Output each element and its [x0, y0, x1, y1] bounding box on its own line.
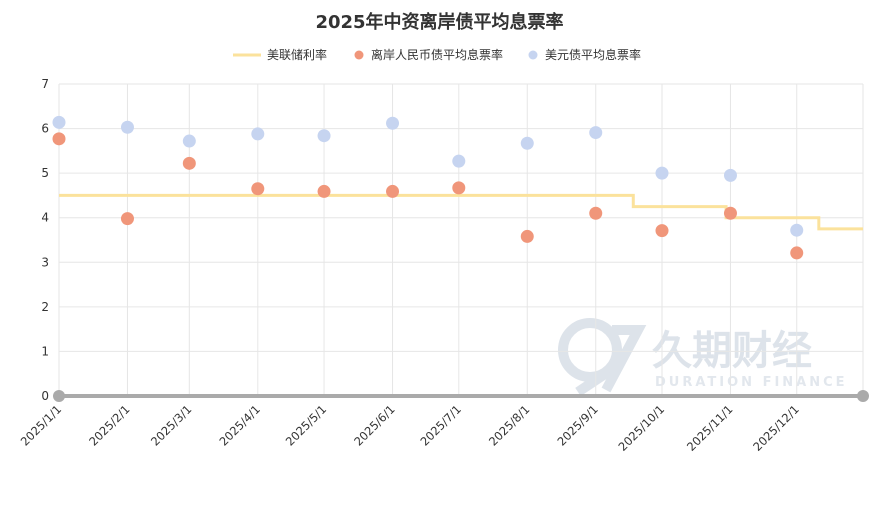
watermark-logo-icon [558, 318, 647, 397]
x-tick-label: 2025/11/1 [684, 402, 736, 454]
x-tick-label: 2025/10/1 [616, 402, 668, 454]
x-tick-label: 2025/9/1 [554, 402, 600, 448]
data-point[interactable] [790, 246, 804, 260]
legend[interactable]: 美联储利率 离岸人民币债平均息票率 美元债平均息票率 [233, 47, 641, 62]
y-tick-label: 4 [41, 211, 49, 225]
y-tick-label: 6 [41, 122, 49, 136]
x-tick-label: 2025/5/1 [283, 402, 329, 448]
x-tick-label: 2025/6/1 [351, 402, 397, 448]
y-tick-label: 0 [41, 389, 49, 403]
x-tick-label: 2025/1/1 [18, 402, 64, 448]
x-tick-label: 2025/4/1 [216, 402, 262, 448]
legend-item-3[interactable]: 美元债平均息票率 [528, 47, 642, 62]
legend-dot-icon [528, 50, 538, 60]
x-tick-label: 2025/8/1 [486, 402, 532, 448]
y-tick-label: 3 [41, 255, 49, 269]
data-point[interactable] [655, 166, 669, 180]
data-point[interactable] [120, 120, 134, 134]
data-point[interactable] [452, 181, 466, 195]
data-point[interactable] [182, 134, 196, 148]
data-point[interactable] [655, 224, 669, 238]
watermark-text-en: DURATION FINANCE [655, 375, 848, 390]
y-tick-label: 1 [41, 344, 49, 358]
grid [58, 83, 864, 397]
data-point[interactable] [386, 116, 400, 130]
data-point[interactable] [589, 126, 603, 140]
data-point[interactable] [52, 115, 66, 129]
data-point[interactable] [520, 229, 534, 243]
legend-label: 离岸人民币债平均息票率 [371, 47, 503, 62]
series-2 [52, 115, 804, 237]
x-axis-handle-right[interactable] [857, 390, 869, 402]
legend-item-2[interactable]: 离岸人民币债平均息票率 [354, 47, 504, 62]
watermark: 久期财经 DURATION FINANCE [558, 318, 848, 397]
legend-label: 美联储利率 [267, 47, 327, 62]
x-tick-label: 2025/2/1 [86, 402, 132, 448]
data-point[interactable] [520, 136, 534, 150]
x-tick-label: 2025/12/1 [750, 402, 802, 454]
data-point[interactable] [317, 184, 331, 198]
fed-rate-line [59, 193, 863, 231]
x-tick-label: 2025/7/1 [417, 402, 463, 448]
y-tick-label: 5 [41, 166, 49, 180]
data-point[interactable] [251, 182, 265, 196]
data-point[interactable] [182, 156, 196, 170]
data-point[interactable] [790, 223, 804, 237]
chart-title: 2025年中资离岸债平均息票率 [315, 11, 563, 33]
data-point[interactable] [723, 168, 737, 182]
y-tick-label: 7 [41, 77, 49, 91]
series-1 [52, 132, 804, 260]
y-tick-label: 2 [41, 300, 49, 314]
data-point[interactable] [589, 206, 603, 220]
axes: 0 1 2 3 4 5 6 7 2025/1/1 2025/2/1 2025/3/1 2025/4/1… [18, 77, 869, 454]
x-axis-handle-left[interactable] [53, 390, 65, 402]
plot-area [52, 115, 863, 260]
data-point[interactable] [52, 132, 66, 146]
x-tick-label: 2025/3/1 [148, 402, 194, 448]
legend-item-1[interactable]: 美联储利率 [233, 47, 327, 62]
data-point[interactable] [251, 127, 265, 141]
legend-label: 美元债平均息票率 [545, 47, 641, 62]
data-point[interactable] [120, 212, 134, 226]
legend-dot-icon [354, 50, 364, 60]
data-point[interactable] [386, 184, 400, 198]
data-point[interactable] [723, 206, 737, 220]
data-point[interactable] [317, 129, 331, 143]
data-point[interactable] [452, 154, 466, 168]
